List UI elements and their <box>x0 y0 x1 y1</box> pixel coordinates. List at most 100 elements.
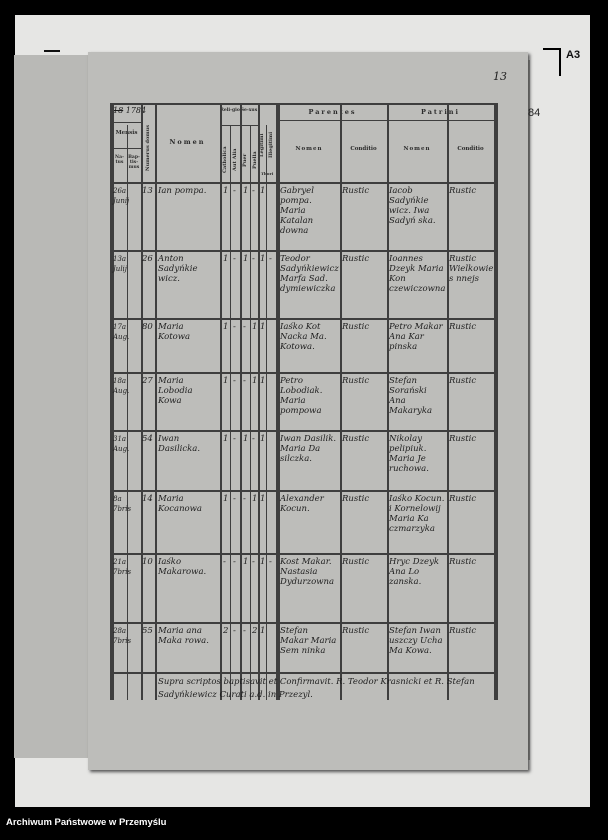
godparents-name: Ioannes Dzeyk Maria Kon czewiczowna <box>389 254 446 294</box>
tally-mark: - <box>243 376 246 386</box>
tally-mark: - <box>233 186 236 196</box>
row-rule <box>112 122 141 123</box>
tally-mark: 2 <box>252 626 258 636</box>
row-rule <box>110 553 497 555</box>
tally-mark: - <box>243 494 246 504</box>
child-name: Maria Kocanowa <box>158 494 203 514</box>
tally-mark: 1 <box>260 626 266 636</box>
parents-name: Alexander Kocun. <box>280 494 324 514</box>
tally-mark: 2 <box>223 626 229 636</box>
tally-mark: - <box>243 626 246 636</box>
parents-condition: Rustic <box>342 186 370 196</box>
header-sexus: Se-xus <box>240 108 258 113</box>
parents-name: Kost Makar. Nastasia Dydurzowna <box>280 557 335 587</box>
child-name: Iwan Dasilicka. <box>158 434 201 454</box>
tally-mark: 1 <box>252 494 258 504</box>
tally-mark: 1 <box>260 254 266 264</box>
header-illegitimi: Illegitimi <box>268 131 274 159</box>
house-number: 26 <box>142 254 153 264</box>
godparents-name: Iaśko Kocun. i Kornelowij Maria Ka czmar… <box>389 494 445 534</box>
tally-mark: 1 <box>223 254 229 264</box>
row-rule <box>110 103 497 105</box>
child-name: Iaśko Makarowa. <box>158 557 207 577</box>
tally-mark: 1 <box>223 376 229 386</box>
header-parentes-conditio: Conditio <box>350 146 377 152</box>
row-rule <box>278 120 495 121</box>
tally-mark: - <box>233 254 236 264</box>
tally-mark: - <box>252 557 255 567</box>
parents-condition: Rustic <box>342 322 370 332</box>
column-rule <box>258 103 260 700</box>
godparents-name: Iacob Sadyńkie wicz. Iwa Sadyń ska. <box>389 186 436 226</box>
parents-name: Iwan Dasilik. Maria Da silczka. <box>280 434 337 464</box>
header-parentes-nomen: Nomen <box>295 146 323 152</box>
birth-date: 28a 7bris <box>113 627 132 645</box>
parents-name: Iaśko Kot Nacka Ma. Kotowa. <box>280 322 327 352</box>
tally-mark: - <box>252 434 255 444</box>
birth-date: 13a Julij <box>113 255 127 273</box>
header-natus: Na-tus <box>115 155 124 165</box>
tally-mark: 1 <box>243 254 249 264</box>
child-name: Anton Sadyńkie wicz. <box>158 254 198 284</box>
godparents-condition: Rustic <box>449 186 477 196</box>
house-number: 54 <box>142 434 153 444</box>
column-rule <box>155 103 157 700</box>
header-thori: Thori <box>260 171 274 176</box>
parents-name: Gabryel pompa. Maria Katalan downa <box>280 186 314 236</box>
tally-mark: - <box>233 376 236 386</box>
column-rule <box>141 103 143 700</box>
house-number: 13 <box>142 186 153 196</box>
tally-mark: 1 <box>260 494 266 504</box>
birth-date: 18a Aug. <box>113 377 130 395</box>
column-rule <box>496 103 498 700</box>
page-number: 13 <box>493 70 507 83</box>
header-aut-alia: Aut Alia <box>232 148 238 172</box>
house-number: 55 <box>142 626 153 636</box>
tally-mark: 1 <box>223 434 229 444</box>
tally-mark: - <box>223 557 226 567</box>
house-number: 80 <box>142 322 153 332</box>
column-rule <box>240 103 242 700</box>
header-baptismus: Bap-tis-mus <box>128 155 140 170</box>
row-rule <box>110 622 497 624</box>
tally-mark: 1 <box>223 322 229 332</box>
row-rule <box>110 372 497 374</box>
tally-mark: 1 <box>252 322 258 332</box>
house-number: 27 <box>142 376 153 386</box>
tally-mark: - <box>243 322 246 332</box>
godparents-name: Stefan Sorański Ana Makaryka <box>389 376 433 416</box>
birth-date: 26a Junij <box>113 187 130 205</box>
tally-mark: - <box>269 557 272 567</box>
corner-bracket-left <box>44 50 60 52</box>
year-struck: 18 <box>113 106 124 115</box>
tally-mark: 1 <box>243 434 249 444</box>
godparents-condition: Rustic <box>449 557 477 567</box>
tally-mark: 1 <box>260 186 266 196</box>
godparents-condition: Rustic <box>449 376 477 386</box>
header-nomen: Nomen <box>169 138 206 146</box>
header-catholica: Catholica <box>222 146 228 174</box>
register-note: Supra scriptos baptisavit et Confirmavit… <box>158 677 475 700</box>
parents-condition: Rustic <box>342 557 370 567</box>
godparents-condition: Rustic <box>449 434 477 444</box>
year: 1784 <box>125 106 147 115</box>
birth-date: 31a Aug. <box>113 435 130 453</box>
parents-condition: Rustic <box>342 626 370 636</box>
parents-name: Teodor Sadyńkiewicz Marfa Sad. dymiewicz… <box>280 254 339 294</box>
tally-mark: 1 <box>243 557 249 567</box>
archive-label: Archiwum Państwowe w Przemyślu <box>6 817 167 828</box>
column-rule <box>112 103 114 700</box>
header-patrini-conditio: Conditio <box>457 146 484 152</box>
header-parentes: Parentes <box>308 108 357 116</box>
godparents-condition: Rustic <box>449 322 477 332</box>
tally-mark: - <box>269 254 272 264</box>
column-rule <box>387 103 389 700</box>
header-patrini-nomen: Nomen <box>403 146 431 152</box>
parents-condition: Rustic <box>342 376 370 386</box>
row-rule <box>110 430 497 432</box>
column-rule <box>340 103 342 700</box>
house-number: 14 <box>142 494 153 504</box>
parents-condition: Rustic <box>342 254 370 264</box>
child-name: Maria Lobodia Kowa <box>158 376 193 406</box>
birth-date: 21a 7bris <box>113 558 132 576</box>
